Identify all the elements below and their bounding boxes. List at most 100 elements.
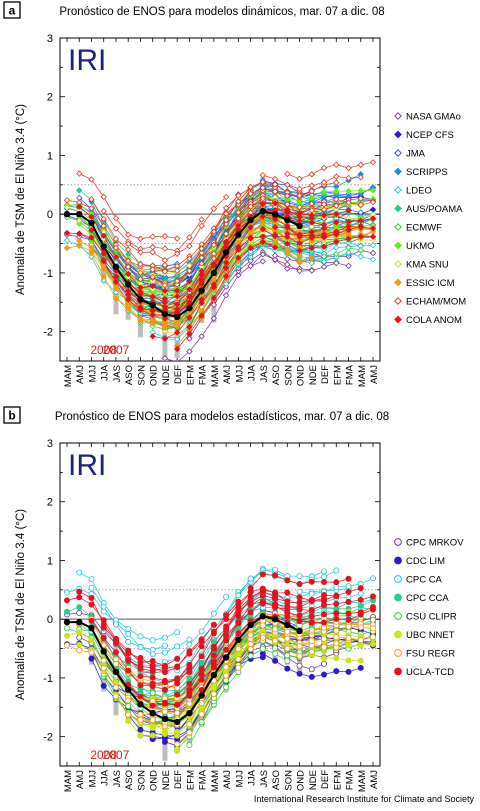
forecast-marker <box>186 648 193 655</box>
forecast-marker <box>100 193 107 201</box>
y-tick-label: -2 <box>43 327 53 339</box>
plot-area <box>63 565 376 761</box>
forecast-marker <box>222 264 230 272</box>
observed-point <box>210 671 218 679</box>
forecast-marker <box>357 609 364 616</box>
forecast-marker <box>210 301 218 309</box>
forecast-marker <box>247 190 254 197</box>
forecast-marker <box>161 257 169 264</box>
forecast-marker <box>271 199 279 207</box>
forecast-marker <box>235 604 242 611</box>
observed-point <box>149 302 156 309</box>
forecast-marker <box>64 642 71 649</box>
forecast-marker <box>63 204 71 211</box>
observed-point <box>173 718 181 726</box>
forecast-marker <box>210 658 217 665</box>
forecast-marker <box>333 188 340 195</box>
legend-marker <box>394 278 402 287</box>
y-tick-label: 0 <box>47 209 53 221</box>
forecast-marker <box>308 590 315 597</box>
panel-letter-box <box>3 1 21 19</box>
forecast-marker <box>88 205 95 212</box>
forecast-marker <box>63 237 71 244</box>
forecast-marker <box>149 664 156 671</box>
forecast-marker <box>125 246 132 253</box>
forecast-marker <box>223 672 230 679</box>
forecast-marker <box>186 323 193 331</box>
forecast-marker <box>174 701 181 708</box>
forecast-marker <box>272 589 279 596</box>
forecast-marker <box>125 703 132 710</box>
legend-marker <box>394 130 402 139</box>
forecast-marker <box>345 187 352 195</box>
forecast-marker <box>198 699 205 706</box>
forecast-marker <box>76 588 83 595</box>
forecast-marker <box>308 188 315 195</box>
x-tick-label: FMA <box>198 769 209 790</box>
forecast-marker <box>186 668 193 675</box>
forecast-marker <box>174 741 181 748</box>
forecast-marker <box>149 233 156 240</box>
forecast-marker <box>333 202 340 209</box>
forecast-marker <box>296 618 303 625</box>
forecast-marker <box>308 171 315 178</box>
forecast-marker <box>321 568 328 575</box>
forecast-marker <box>100 232 107 239</box>
x-tick-label: AMJ <box>222 770 233 789</box>
forecast-marker <box>174 748 181 755</box>
forecast-marker <box>333 210 340 218</box>
forecast-marker <box>235 215 242 222</box>
x-tick-label: EFM <box>185 365 196 385</box>
forecast-marker <box>296 231 303 238</box>
forecast-marker <box>198 333 205 340</box>
forecast-marker <box>76 187 83 194</box>
forecast-marker <box>284 265 291 272</box>
forecast-marker <box>296 175 303 182</box>
legend-marker <box>394 186 402 194</box>
forecast-marker <box>345 575 352 582</box>
forecast-marker <box>149 273 156 281</box>
forecast-marker <box>149 266 156 273</box>
forecast-marker <box>345 642 352 649</box>
forecast-marker <box>308 182 315 189</box>
y-axis-label: Anomalía de TSM de El Niño 3.4 (°C) <box>15 104 27 295</box>
forecast-marker <box>345 262 352 269</box>
forecast-marker <box>210 262 218 269</box>
forecast-marker <box>198 719 205 726</box>
forecast-marker <box>149 689 156 696</box>
forecast-marker <box>76 629 83 636</box>
forecast-marker <box>222 259 230 266</box>
forecast-marker <box>175 359 180 361</box>
legend-label: CDC LIM <box>406 556 445 567</box>
forecast-marker <box>357 590 364 597</box>
x-tick-label: EFM <box>332 365 343 385</box>
forecast-marker <box>247 641 254 648</box>
forecast-marker <box>345 616 352 623</box>
forecast-marker <box>186 242 193 250</box>
forecast-marker <box>174 691 181 698</box>
forecast-marker <box>149 333 156 340</box>
forecast-marker <box>235 254 242 261</box>
forecast-marker <box>284 181 291 188</box>
observed-point <box>149 709 156 717</box>
forecast-marker <box>198 254 205 261</box>
forecast-marker <box>137 693 144 700</box>
forecast-marker <box>321 619 328 626</box>
forecast-marker <box>100 215 107 223</box>
x-tick-label: MAM <box>63 770 74 792</box>
x-tick-label: DEF <box>173 365 184 384</box>
forecast-marker <box>137 235 144 242</box>
legend-marker <box>394 575 402 583</box>
forecast-marker <box>64 597 71 604</box>
forecast-marker <box>320 231 328 238</box>
forecast-marker <box>271 232 279 240</box>
forecast-marker <box>321 573 328 580</box>
x-tick-label: ASO <box>124 365 135 385</box>
observed-point <box>161 310 169 318</box>
x-tick-label: AMJ <box>222 365 233 384</box>
forecast-marker <box>186 234 193 241</box>
forecast-marker <box>161 233 169 240</box>
forecast-marker <box>284 192 291 200</box>
forecast-marker <box>186 636 193 643</box>
observed-point <box>271 615 279 623</box>
